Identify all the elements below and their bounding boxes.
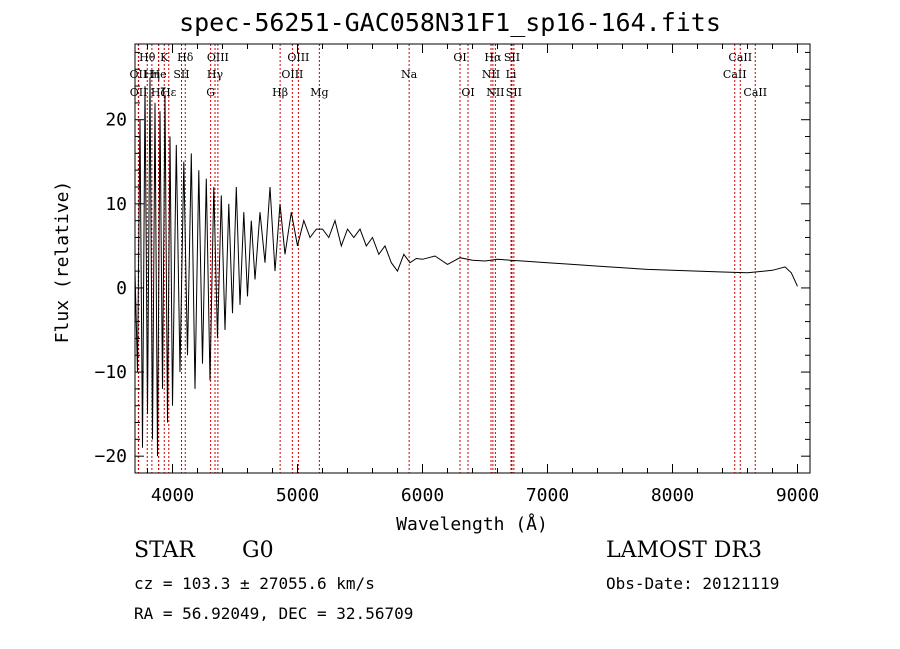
line-label-17: Li (506, 68, 517, 81)
y-tick-label-1: −10 (94, 362, 127, 383)
line-label-24: Mg (310, 86, 328, 99)
x-tick-label-4: 8000 (651, 485, 694, 506)
line-label-12: SII (173, 68, 189, 81)
survey-name: LAMOST DR3 (606, 538, 762, 563)
obs-date: Obs-Date: 20121119 (606, 574, 780, 593)
redshift-cz: cz = 103.3 ± 27055.6 km/s (134, 574, 375, 593)
spectrum-series (134, 77, 798, 457)
line-label-26: NII (486, 86, 504, 99)
x-tick-label-2: 6000 (401, 485, 444, 506)
line-label-28: CaII (743, 86, 767, 99)
line-label-15: Na (401, 68, 418, 81)
line-label-10: Hη (144, 68, 160, 81)
line-label-27: SII (506, 86, 522, 99)
line-label-11: He (151, 68, 167, 81)
line-label-21: Hε (161, 86, 177, 99)
y-tick-label-3: 10 (105, 194, 127, 215)
y-tick-label-0: −20 (94, 446, 127, 467)
line-label-18: CaII (723, 68, 747, 81)
line-label-23: Hβ (272, 86, 288, 99)
x-tick-label-5: 9000 (776, 485, 819, 506)
x-tick-label-1: 5000 (276, 485, 319, 506)
coordinates: RA = 56.92049, DEC = 32.56709 (134, 604, 414, 623)
x-tick-label-0: 4000 (151, 485, 194, 506)
object-subclass: G0 (242, 538, 274, 563)
line-label-22: G (206, 86, 215, 99)
x-axis-label: Wavelength (Å) (396, 513, 548, 535)
line-label-19: OII (130, 86, 148, 99)
line-label-5: OI (453, 51, 466, 64)
plot-frame (134, 43, 811, 474)
line-label-25: OI (461, 86, 474, 99)
line-label-2: Hδ (177, 51, 194, 64)
line-label-16: NII (482, 68, 500, 81)
line-label-13: Hγ (207, 68, 224, 81)
line-label-3: OIII (207, 51, 229, 64)
y-tick-label-4: 20 (105, 110, 127, 131)
object-class: STAR (134, 538, 195, 563)
x-tick-label-3: 7000 (526, 485, 569, 506)
line-label-7: SII (504, 51, 520, 64)
line-label-8: CaII (728, 51, 752, 64)
line-label-14: OIII (281, 68, 303, 81)
line-label-4: OIII (287, 51, 309, 64)
y-axis-label: Flux (relative) (52, 181, 73, 344)
chart-title: spec-56251-GAC058N31F1_sp16-164.fits (179, 8, 721, 37)
line-label-9: OII (130, 68, 148, 81)
line-label-1: K (160, 51, 169, 64)
line-label-6: Hα (484, 51, 502, 64)
line-label-0: Hθ (139, 51, 156, 64)
line-label-20: Hζ (151, 86, 167, 99)
y-tick-label-2: 0 (116, 278, 127, 299)
